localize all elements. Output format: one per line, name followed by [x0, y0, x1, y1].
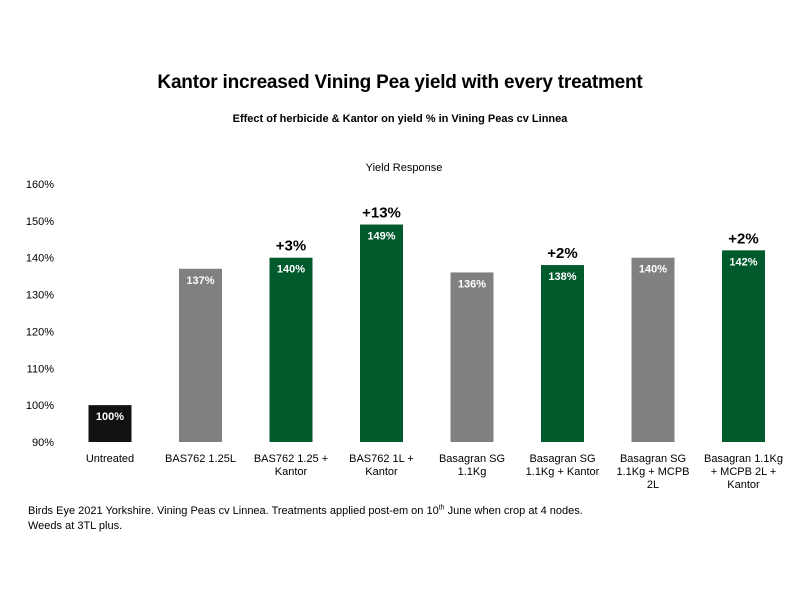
footnote: Birds Eye 2021 Yorkshire. Vining Peas cv…	[28, 504, 588, 534]
bar-value-label: 149%	[367, 231, 395, 243]
yield-increase-annotation: +2%	[728, 230, 758, 247]
bar-kantor	[722, 250, 765, 442]
y-tick-label: 150%	[26, 216, 54, 228]
y-tick-label: 90%	[32, 437, 54, 449]
footnote-text-end: June when crop at 4 nodes. Weeds at 3TL …	[28, 505, 583, 532]
x-category-label: 1.1Kg	[458, 466, 487, 478]
x-category-label: Kantor	[365, 466, 398, 478]
bar-value-label: 140%	[277, 264, 305, 276]
bar-value-label: 138%	[548, 271, 576, 283]
x-category-label: Basagran SG	[439, 453, 505, 465]
bar-herbicide	[631, 257, 675, 442]
bar-value-label: 140%	[639, 264, 667, 276]
bar-herbicide	[179, 268, 222, 442]
x-category-label: BAS762 1.25L	[165, 453, 236, 465]
x-category-label: Kantor	[727, 479, 760, 491]
x-category-label: Basagran SG	[620, 453, 686, 465]
bar-value-label: 136%	[458, 278, 486, 290]
y-tick-label: 110%	[27, 363, 55, 375]
y-tick-label: 120%	[26, 326, 54, 338]
bar-value-label: 137%	[186, 275, 214, 287]
chart-subtitle: Effect of herbicide & Kantor on yield % …	[232, 113, 568, 125]
y-tick-label: 100%	[26, 400, 54, 412]
yield-response-label: Yield Response	[366, 162, 443, 174]
yield-increase-annotation: +3%	[276, 238, 306, 255]
footnote-superscript: th	[438, 504, 445, 512]
x-category-label: BAS762 1L +	[349, 453, 414, 465]
x-category-label: BAS762 1.25 +	[254, 453, 328, 465]
bar-kantor	[541, 265, 584, 442]
x-category-label: Untreated	[86, 453, 134, 465]
x-category-label: 1.1Kg + MCPB	[616, 466, 689, 478]
footnote-text: Birds Eye 2021 Yorkshire. Vining Peas cv…	[28, 505, 439, 517]
yield-increase-annotation: +13%	[362, 205, 401, 222]
x-category-label: Kantor	[275, 466, 308, 478]
bar-untreated	[88, 405, 132, 442]
y-tick-label: 140%	[26, 253, 54, 265]
bar-herbicide	[450, 272, 494, 442]
bar-value-label: 142%	[729, 256, 757, 268]
y-tick-label: 130%	[26, 290, 54, 302]
y-tick-label: 160%	[26, 179, 54, 191]
bar-kantor	[269, 257, 313, 442]
x-category-label: + MCPB 2L +	[711, 466, 777, 478]
bar-kantor	[360, 224, 403, 442]
x-category-label: Basagran 1.1Kg	[704, 453, 783, 465]
bar-value-label: 100%	[96, 411, 124, 423]
x-category-label: 2L	[647, 479, 659, 491]
x-category-label: Basagran SG	[529, 453, 595, 465]
chart-title: Kantor increased Vining Pea yield with e…	[157, 72, 643, 93]
x-category-label: 1.1Kg + Kantor	[526, 466, 600, 478]
yield-increase-annotation: +2%	[547, 245, 577, 262]
